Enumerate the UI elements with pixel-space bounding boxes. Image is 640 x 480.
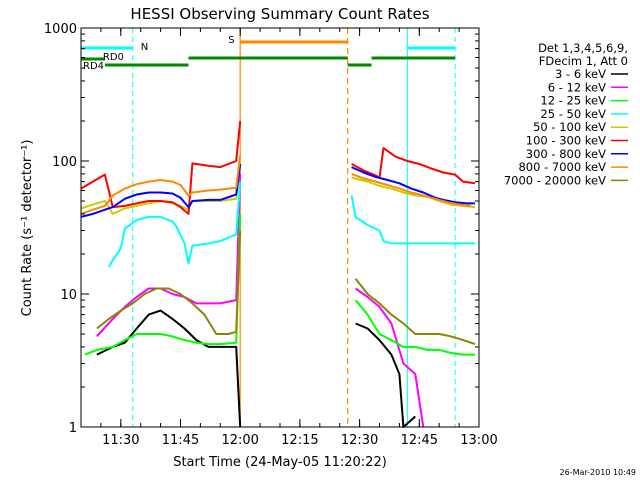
series-line-6-12 <box>355 287 425 428</box>
saa-label: S <box>228 35 234 46</box>
series-line-25-50 <box>350 195 475 245</box>
legend-label-100-300: 100 - 300 keV <box>526 134 606 148</box>
series-line-800-7000 <box>80 155 242 215</box>
legend-header: Det 1,3,4,5,6,9, <box>538 41 628 55</box>
x-tick-label: 12:15 <box>281 433 318 448</box>
plot-series <box>80 120 476 428</box>
legend-header: FDecim 1, Att 0 <box>539 54 628 68</box>
axes: 11:30 11:45 12:00 12:15 12:30 12:45 13:00 1 10 10… <box>44 22 498 448</box>
series-line-100-300 <box>351 147 476 185</box>
legend: Det 1,3,4,5,6,9,FDecim 1, Att 03 - 6 keV… <box>504 41 628 187</box>
x-tick-label: 13:00 <box>460 433 497 448</box>
rd0-label: RD0 <box>103 52 124 63</box>
y-axis-label: Count Rate (s⁻¹ detector⁻¹) <box>20 140 35 317</box>
legend-label-6-12: 6 - 12 keV <box>548 80 606 94</box>
series-line-3-6 <box>96 309 242 428</box>
y-tick-label: 10 <box>60 288 77 303</box>
footer-timestamp: 26-Mar-2010 10:49 <box>560 468 637 477</box>
rd4-label: RD4 <box>83 61 104 72</box>
y-tick-label: 100 <box>52 155 77 170</box>
series-line-12-25 <box>354 299 475 356</box>
legend-label-25-50: 25 - 50 keV <box>540 107 606 121</box>
y-tick-label: 1000 <box>44 22 77 37</box>
legend-label-7000-20000: 7000 - 20000 keV <box>504 173 606 187</box>
legend-label-800-7000: 800 - 7000 keV <box>518 160 606 174</box>
x-tick-label: 12:45 <box>401 433 438 448</box>
series-line-50-100 <box>351 176 476 209</box>
series-line-100-300 <box>80 120 242 215</box>
x-axis-label: Start Time (24-May-05 11:20:22) <box>173 455 387 470</box>
y-tick-label: 1 <box>69 421 77 436</box>
series-line-300-800 <box>351 166 475 205</box>
series-line-7000-20000 <box>354 278 476 346</box>
legend-label-12-25: 12 - 25 keV <box>540 94 606 108</box>
series-line-12-25 <box>84 213 242 356</box>
night-label: N <box>141 42 148 53</box>
x-tick-label: 11:30 <box>102 433 139 448</box>
legend-label-3-6: 3 - 6 keV <box>555 67 606 81</box>
x-tick-label: 12:00 <box>221 433 258 448</box>
chart-title: HESSI Observing Summary Count Rates <box>130 5 429 23</box>
series-line-300-800 <box>80 163 242 218</box>
x-tick-label: 11:45 <box>162 433 199 448</box>
series-line-800-7000 <box>351 172 472 207</box>
series-line-25-50 <box>108 181 242 268</box>
series-line-6-12 <box>96 173 242 338</box>
legend-label-300-800: 300 - 800 keV <box>526 147 606 161</box>
series-line-7000-20000 <box>96 230 242 335</box>
legend-label-50-100: 50 - 100 keV <box>533 120 606 134</box>
x-tick-label: 12:30 <box>341 433 378 448</box>
